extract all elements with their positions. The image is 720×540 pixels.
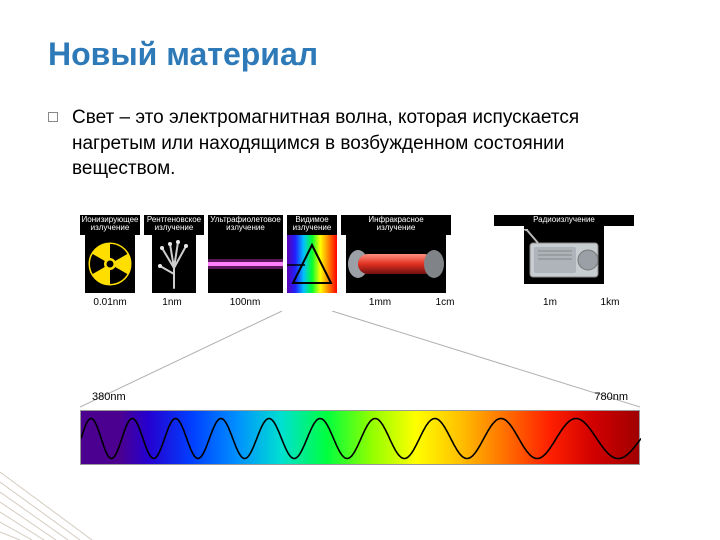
- panel-icon-box: [85, 235, 135, 293]
- xtick: 1km: [601, 297, 620, 308]
- panel-ionizing: Ионизирующее излучение: [80, 215, 140, 293]
- xtick: 0.01nm: [93, 297, 126, 308]
- radiation-icon: [85, 239, 135, 289]
- panel-label: Ионизирующее излучение: [80, 215, 140, 235]
- panel-radio: Радиоизлучение: [494, 215, 634, 293]
- panel-visible: Видимое излучение: [287, 215, 337, 293]
- visible-left-label: 380nm: [92, 391, 126, 403]
- panel-gap: [455, 215, 490, 293]
- wave-overlay: [81, 411, 641, 466]
- panel-label: Рентгеновское излучение: [144, 215, 204, 235]
- xtick: 1nm: [162, 297, 181, 308]
- panel-icon-box: [346, 235, 446, 293]
- bullet-text: Свет – это электромагнитная волна, котор…: [72, 105, 648, 182]
- panel-xray: Рентгеновское излучение: [144, 215, 204, 293]
- visible-right-label: 780nm: [594, 391, 628, 403]
- xtick: 1cm: [436, 297, 455, 308]
- wavelength-scale: 0.01nm 1nm 100nm 1mm 1cm 1m 1km: [80, 297, 640, 313]
- visible-range-labels: 380nm 780nm: [80, 391, 640, 409]
- visible-spectrum-row: [80, 410, 640, 465]
- xtick: 100nm: [230, 297, 261, 308]
- radio-icon: [524, 229, 604, 281]
- panel-label: Видимое излучение: [287, 215, 337, 235]
- panel-uv: Ультрафиолетовое излучение: [208, 215, 283, 293]
- panel-icon-box: [208, 235, 283, 293]
- panel-label: Инфракрасное излучение: [341, 215, 451, 235]
- em-spectrum-diagram: Ионизирующее излучение Рентгеновское изл…: [80, 215, 640, 505]
- xtick: 1mm: [369, 297, 391, 308]
- bullet-marker: [48, 112, 58, 122]
- spectrum-panels: Ионизирующее излучение Рентгеновское изл…: [80, 215, 640, 293]
- panel-ir: Инфракрасное излучение: [341, 215, 451, 293]
- panel-icon-box: [152, 235, 196, 293]
- ir-heater-icon: [346, 244, 446, 284]
- panel-label: Ультрафиолетовое излучение: [208, 215, 283, 235]
- panel-icon-box: [287, 235, 337, 293]
- panel-icon-box: [524, 226, 604, 284]
- panel-label: Радиоизлучение: [494, 215, 634, 226]
- xtick: 1m: [543, 297, 557, 308]
- uv-line-icon: [208, 235, 283, 293]
- bullet-row: Свет – это электромагнитная волна, котор…: [48, 105, 648, 182]
- visible-spectrum-bar: [80, 410, 640, 465]
- slide-title: Новый материал: [48, 36, 318, 73]
- xray-hand-icon: [152, 238, 196, 290]
- prism-icon: [287, 235, 337, 293]
